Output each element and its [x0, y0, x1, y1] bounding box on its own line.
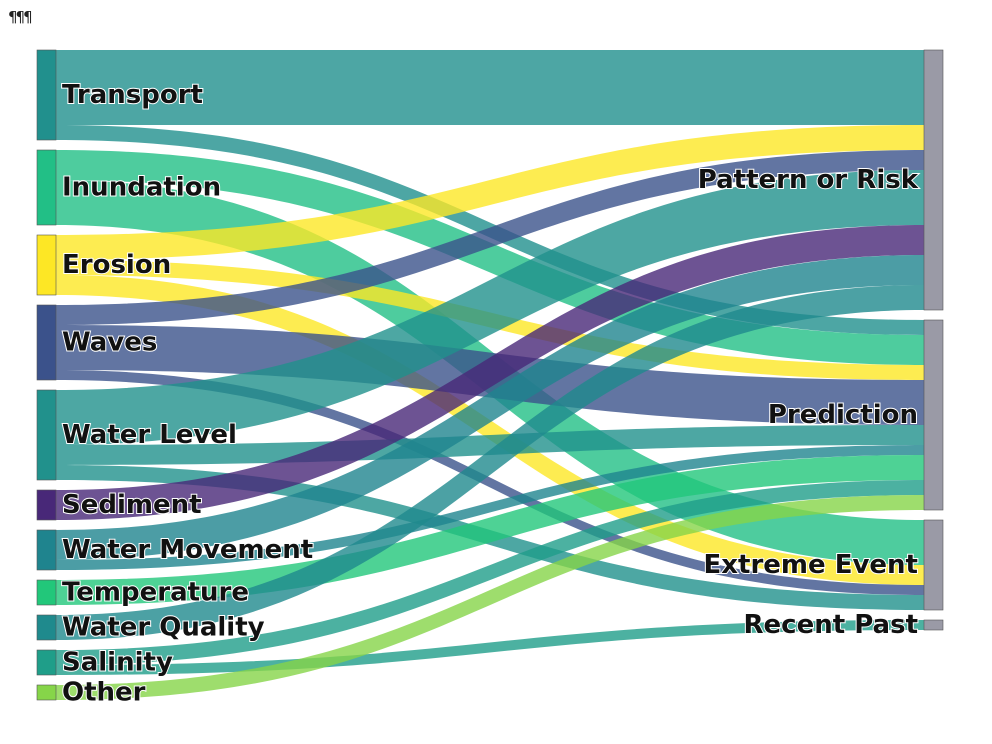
source-label-inundation: Inundation [62, 173, 221, 203]
source-label-waves: Waves [62, 328, 157, 358]
source-node-temperature [36, 579, 57, 606]
labels-layer: Transport Inundation Erosion Waves Water Lev… [61, 79, 920, 709]
links-layer [56, 50, 924, 700]
source-node-water-quality [36, 614, 57, 641]
link-transport-to-pattern-or-risk [56, 50, 924, 125]
link-water-movement-to-pattern-or-risk [56, 255, 924, 560]
source-node-salinity [36, 649, 57, 676]
source-node-inundation [36, 149, 57, 226]
link-other-to-prediction [56, 495, 924, 700]
link-water-movement-to-prediction [56, 445, 924, 570]
source-node-transport [36, 49, 57, 141]
target-node-pattern-or-risk [923, 49, 944, 311]
source-label-water-movement: Water Movement [62, 535, 313, 565]
source-label-water-quality: Water Quality [62, 613, 265, 643]
target-label-pattern-or-risk: Pattern or Risk [698, 165, 919, 195]
source-label-erosion: Erosion [62, 250, 171, 280]
link-sediment-to-pattern-or-risk [56, 225, 924, 520]
source-node-erosion [36, 234, 57, 296]
source-label-water-level: Water Level [62, 420, 237, 450]
link-erosion-to-pattern-or-risk [56, 125, 924, 260]
link-waves-to-extreme-event [56, 370, 924, 595]
source-node-other [36, 684, 57, 701]
link-salinity-to-recent-past [56, 620, 924, 675]
source-label-other: Other [62, 678, 146, 708]
source-node-water-movement [36, 529, 57, 571]
target-node-prediction [923, 319, 944, 511]
source-label-salinity: Salinity [62, 648, 173, 678]
link-water-level-to-pattern-or-risk [56, 170, 924, 445]
link-water-quality-to-pattern-or-risk [56, 285, 924, 640]
target-label-recent-past: Recent Past [744, 610, 919, 640]
link-water-level-to-prediction [56, 425, 924, 465]
target-label-prediction: Prediction [768, 400, 918, 430]
link-erosion-to-extreme-event [56, 275, 924, 585]
link-waves-to-pattern-or-risk [56, 150, 924, 325]
source-node-sediment [36, 489, 57, 521]
target-node-extreme-event [923, 519, 944, 611]
source-label-transport: Transport [62, 80, 203, 110]
source-label-temperature: Temperature [62, 578, 249, 608]
corner-mark: ¶¶¶ [8, 8, 33, 26]
link-temperature-to-prediction [56, 455, 924, 605]
target-node-recent-past [923, 619, 944, 631]
nodes-layer [36, 49, 944, 701]
link-salinity-to-prediction [56, 480, 924, 665]
source-node-waves [36, 304, 57, 381]
source-label-sediment: Sediment [62, 490, 202, 520]
target-label-extreme-event: Extreme Event [704, 550, 918, 580]
link-inundation-to-prediction [56, 150, 924, 365]
source-node-water-level [36, 389, 57, 481]
